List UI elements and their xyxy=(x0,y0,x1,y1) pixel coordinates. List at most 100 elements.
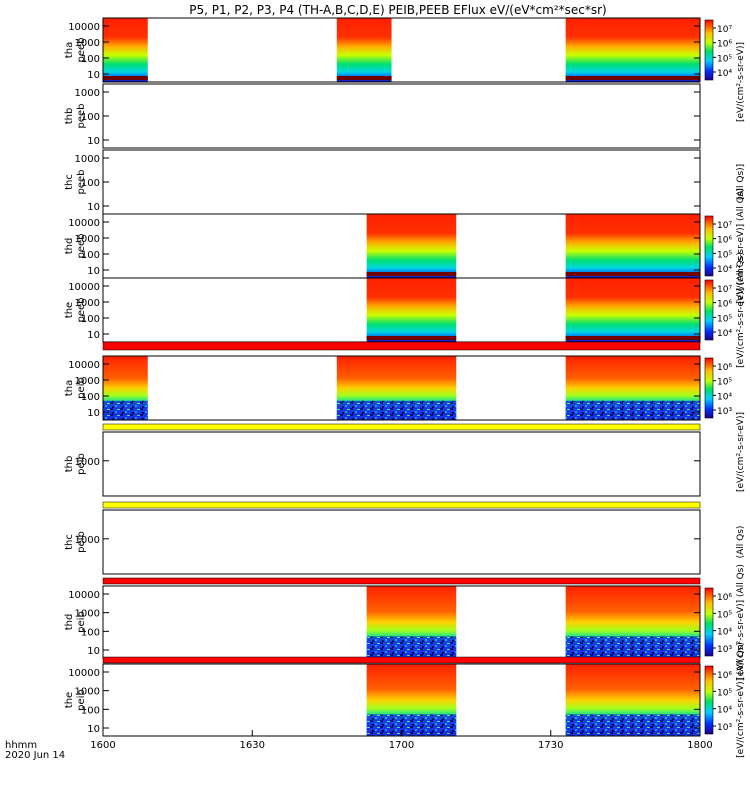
low-energy-band xyxy=(366,272,457,276)
colorbar-tick-label: 10⁷ xyxy=(717,221,732,231)
colorbar xyxy=(704,665,714,735)
date-label: 2020 Jun 14 xyxy=(5,750,65,761)
x-tick-label: 1730 xyxy=(538,740,563,751)
chart-title: P5, P1, P2, P3, P4 (TH-A,B,C,D,E) PEIB,P… xyxy=(189,3,606,17)
y-tick-label: 100 xyxy=(81,112,100,123)
colorbar-tick-label: 10⁴ xyxy=(717,265,732,275)
colorbar-tick-label: 10³ xyxy=(717,723,732,733)
y-tick-label: 10000 xyxy=(68,668,100,679)
panel-thd_peib: 10000 1000 100 10 thd peib 10⁶ 10⁵ 10⁴ 10³ [eV/(cm… xyxy=(64,564,746,680)
colorbar-tick-label: 10⁴ xyxy=(717,69,732,79)
y-tick-label: 10 xyxy=(87,266,100,277)
spectrogram-block xyxy=(366,214,457,278)
y-tick-label: 10 xyxy=(87,70,100,81)
y-tick-label: 1000 xyxy=(75,687,100,698)
colorbar-side-label: (All Qs)] xyxy=(736,164,746,200)
spectrogram-block xyxy=(366,278,457,342)
spectrogram-block xyxy=(565,278,700,342)
y-tick-label: 1000 xyxy=(75,298,100,309)
y-tick-label: 10 xyxy=(87,724,100,735)
panel-frame xyxy=(102,509,701,575)
low-energy-noise xyxy=(565,714,700,736)
colorbar-tick-label: 10⁵ xyxy=(717,610,732,620)
y-tick-label: 10000 xyxy=(68,282,100,293)
spectrogram-block xyxy=(565,214,700,278)
colorbar-tick-label: 10⁵ xyxy=(717,54,732,64)
y-tick-label: 10 xyxy=(87,646,100,657)
low-energy-noise xyxy=(366,636,457,658)
x-tick-label: 1700 xyxy=(389,740,414,751)
low-energy-noise xyxy=(336,400,457,420)
flag-bar-red xyxy=(102,341,701,351)
y-tick-label: 1000 xyxy=(75,376,100,387)
low-energy-noise xyxy=(366,714,457,736)
spectrogram-block xyxy=(103,18,148,82)
colorbar xyxy=(704,19,714,81)
y-tick-label: 10 xyxy=(87,330,100,341)
colorbar-tick-label: 10⁵ xyxy=(717,250,732,260)
low-energy-noise xyxy=(565,636,700,658)
colorbar-tick-label: 10⁶ xyxy=(717,593,732,603)
y-tick-label: 100 xyxy=(81,392,100,403)
panel-label-product: peeb xyxy=(76,104,87,129)
low-energy-noise xyxy=(103,400,148,420)
time-format-label: hhmm xyxy=(5,740,37,751)
panel-thd_peeb: 10000 1000 100 10 thd peeb 10⁷ 10⁶ 10⁵ 10⁴ [eV/(cm… xyxy=(64,188,746,304)
y-tick-label: 1000 xyxy=(75,457,100,468)
panel-label-probe: thb xyxy=(64,108,75,125)
low-energy-band xyxy=(565,272,700,276)
y-tick-label: 100 xyxy=(81,250,100,261)
panel-label-probe: tha xyxy=(64,42,75,58)
y-tick-label: 1000 xyxy=(75,535,100,546)
flag-bars-group xyxy=(102,341,701,664)
panel-label-product: peeb xyxy=(76,38,87,63)
panel-tha_peeb: 10000 1000 100 10 tha peeb 10⁷ 10⁶ 10⁵ 10⁴ [eV/(cm… xyxy=(64,17,746,122)
y-tick-label: 1000 xyxy=(75,234,100,245)
panel-label-probe: thc xyxy=(64,174,75,190)
low-energy-band xyxy=(565,336,700,340)
colorbar-tick-label: 10⁶ xyxy=(717,236,732,246)
panel-label-probe: tha xyxy=(64,380,75,396)
colorbar-tick-label: 10⁷ xyxy=(717,285,732,295)
panel-label-probe: thb xyxy=(64,456,75,473)
colorbar-label: [eV/(cm²-s-sr-eV)] xyxy=(736,42,746,122)
colorbar-side-label: (All Qs) xyxy=(736,526,746,559)
panel-frame xyxy=(102,431,701,497)
low-energy-band xyxy=(366,336,457,340)
y-tick-label: 1000 xyxy=(75,609,100,620)
y-tick-label: 100 xyxy=(81,178,100,189)
x-axis: 1600 1630 1700 1730 1800 xyxy=(90,730,713,751)
y-tick-label: 1000 xyxy=(75,154,100,165)
flag-bar-yellow xyxy=(102,423,701,431)
colorbar-tick-label: 10⁵ xyxy=(717,378,732,388)
colorbar-label: [eV/(cm²-s-sr-eV)] (All Qs) xyxy=(736,252,746,368)
low-energy-band xyxy=(565,76,700,80)
y-tick-label: 1000 xyxy=(75,38,100,49)
colorbar xyxy=(704,587,714,657)
y-tick-label: 100 xyxy=(81,314,100,325)
flag-bar-red xyxy=(102,656,701,664)
colorbar-tick-label: 10³ xyxy=(717,645,732,655)
colorbar-tick-label: 10⁴ xyxy=(717,329,732,339)
colorbar-label: [eV/(cm²-s-sr-eV)] (All Qs) xyxy=(736,564,746,680)
y-tick-label: 10 xyxy=(87,408,100,419)
y-tick-label: 100 xyxy=(81,627,100,638)
panel-thc_peeb: 1000 100 10 thc peeb (All Qs)] xyxy=(64,149,746,215)
colorbar-tick-label: 10⁷ xyxy=(717,25,732,35)
panel-frame xyxy=(102,149,701,215)
panel-frame xyxy=(102,83,701,149)
panel-label-probe: thc xyxy=(64,534,75,550)
colorbar-tick-label: 10⁶ xyxy=(717,300,732,310)
colorbar-tick-label: 10⁴ xyxy=(717,628,732,638)
colorbar-tick-label: 10⁶ xyxy=(717,363,732,373)
panel-label-probe: the xyxy=(64,302,75,318)
colorbar-tick-label: 10³ xyxy=(717,407,732,417)
panel-label-product: peib xyxy=(76,377,87,399)
y-tick-label: 10 xyxy=(87,202,100,213)
panel-label-product: peib xyxy=(76,453,87,475)
spectrogram-block xyxy=(565,18,700,82)
